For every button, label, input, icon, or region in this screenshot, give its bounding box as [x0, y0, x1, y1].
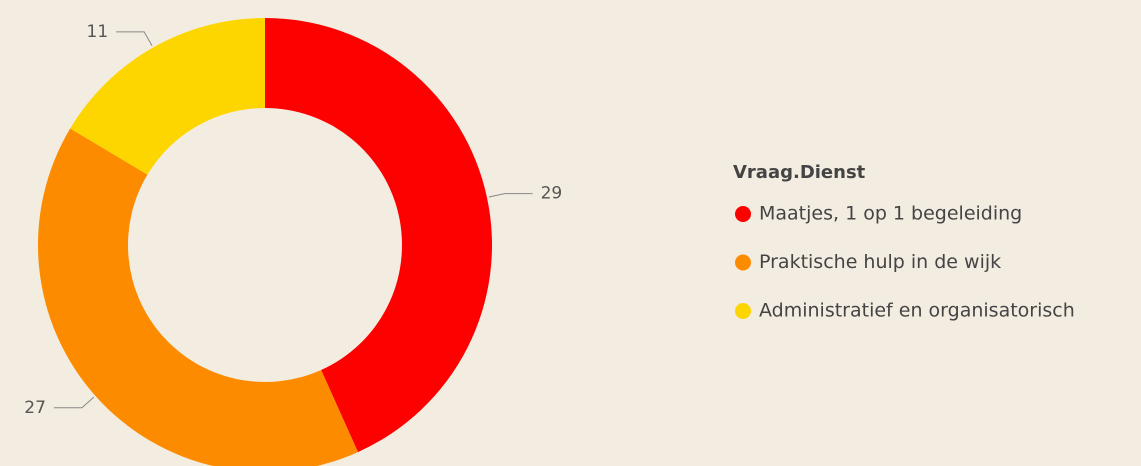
legend-label: Administratief en organisatorisch	[759, 300, 1075, 322]
legend-title: Vraag.Dienst	[733, 162, 866, 183]
donut-slice	[265, 18, 492, 453]
legend-label: Praktische hulp in de wijk	[759, 251, 1001, 273]
data-label: 29	[541, 184, 563, 204]
legend-label: Maatjes, 1 op 1 begeleiding	[759, 203, 1022, 225]
data-label: 27	[24, 398, 46, 418]
leader-line	[53, 396, 95, 409]
legend-marker	[735, 206, 751, 222]
data-label: 11	[87, 22, 109, 42]
donut-slice	[38, 128, 358, 466]
leader-line	[488, 193, 533, 198]
legend-marker	[735, 254, 751, 271]
legend-marker	[735, 303, 751, 319]
donut-slice	[70, 18, 265, 175]
leader-line	[116, 31, 153, 47]
